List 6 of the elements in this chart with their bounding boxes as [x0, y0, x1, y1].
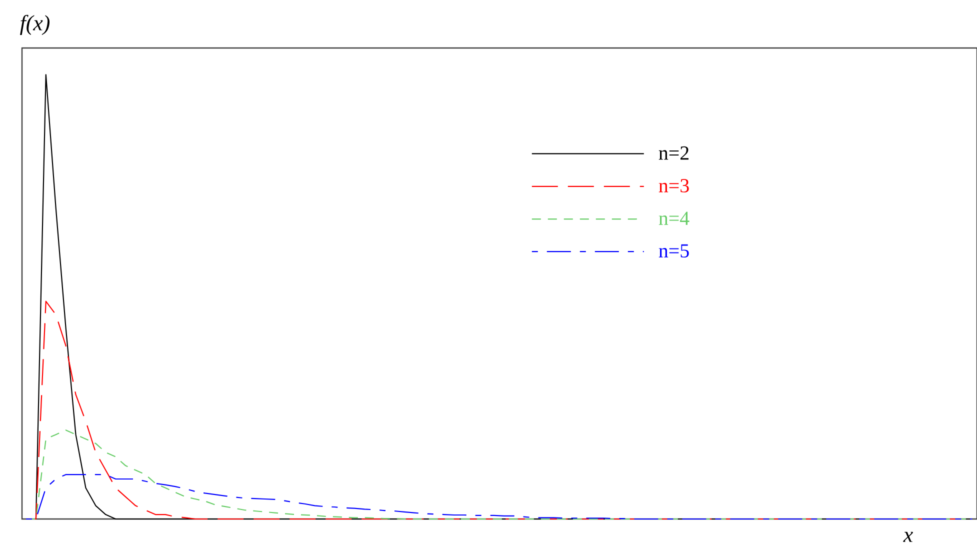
text: n=4	[658, 212, 690, 225]
text: n=5	[658, 244, 689, 258]
text: n=3	[658, 179, 689, 192]
y-axis-title: f(x)	[20, 14, 50, 35]
text: n=2	[658, 146, 688, 160]
x-axis-title: x	[903, 532, 913, 542]
